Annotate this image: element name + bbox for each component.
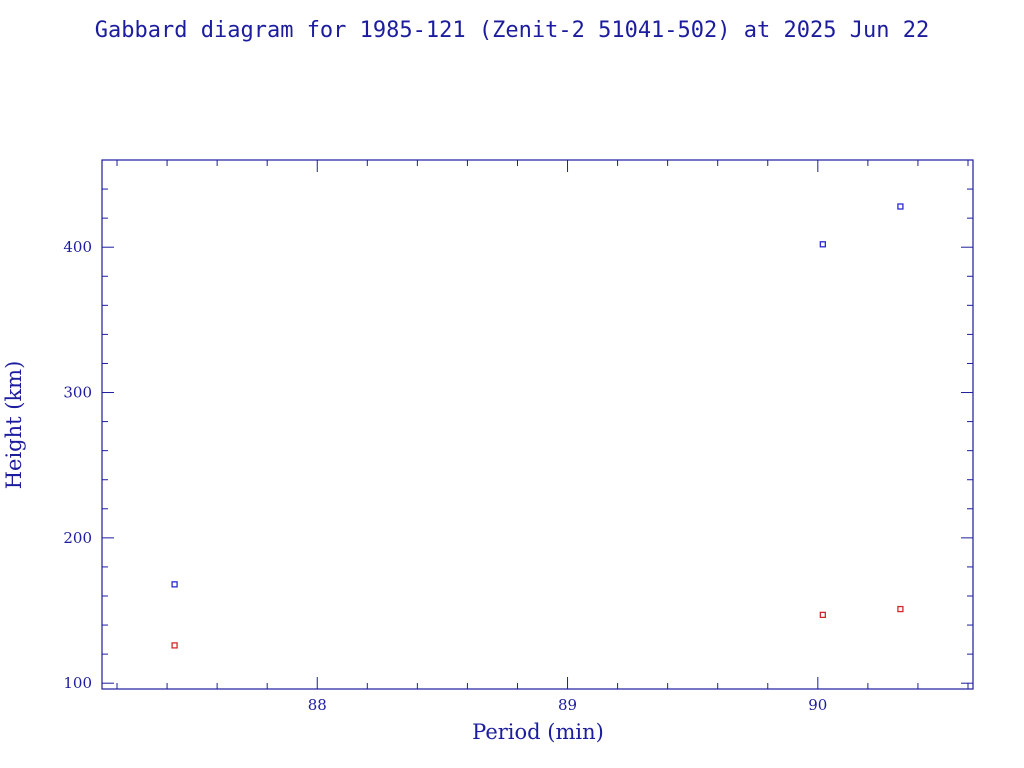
plot-frame: [101, 159, 974, 690]
y-tick-label: 300: [63, 384, 92, 402]
perigee-point: [171, 642, 178, 649]
y-axis-label: Height (km): [2, 361, 26, 490]
perigee-point: [897, 605, 904, 613]
x-tick-label: 89: [558, 696, 577, 714]
perigee-point: [819, 611, 826, 619]
y-tick-label: 200: [63, 529, 92, 547]
data-points: [171, 203, 904, 649]
x-axis-label: Period (min): [472, 720, 604, 744]
apogee-point: [819, 241, 826, 248]
apogee-point: [171, 581, 178, 588]
apogee-point: [897, 203, 904, 210]
y-tick-label: 100: [63, 674, 92, 692]
y-tick-label: 400: [63, 238, 92, 256]
x-tick-label: 90: [808, 696, 827, 714]
axis-ticks: [102, 159, 973, 689]
chart-title: Gabbard diagram for 1985-121 (Zenit-2 51…: [95, 18, 929, 43]
tick-labels: 88 89 90 100 200 300 400: [63, 238, 827, 714]
x-tick-label: 88: [308, 696, 327, 714]
